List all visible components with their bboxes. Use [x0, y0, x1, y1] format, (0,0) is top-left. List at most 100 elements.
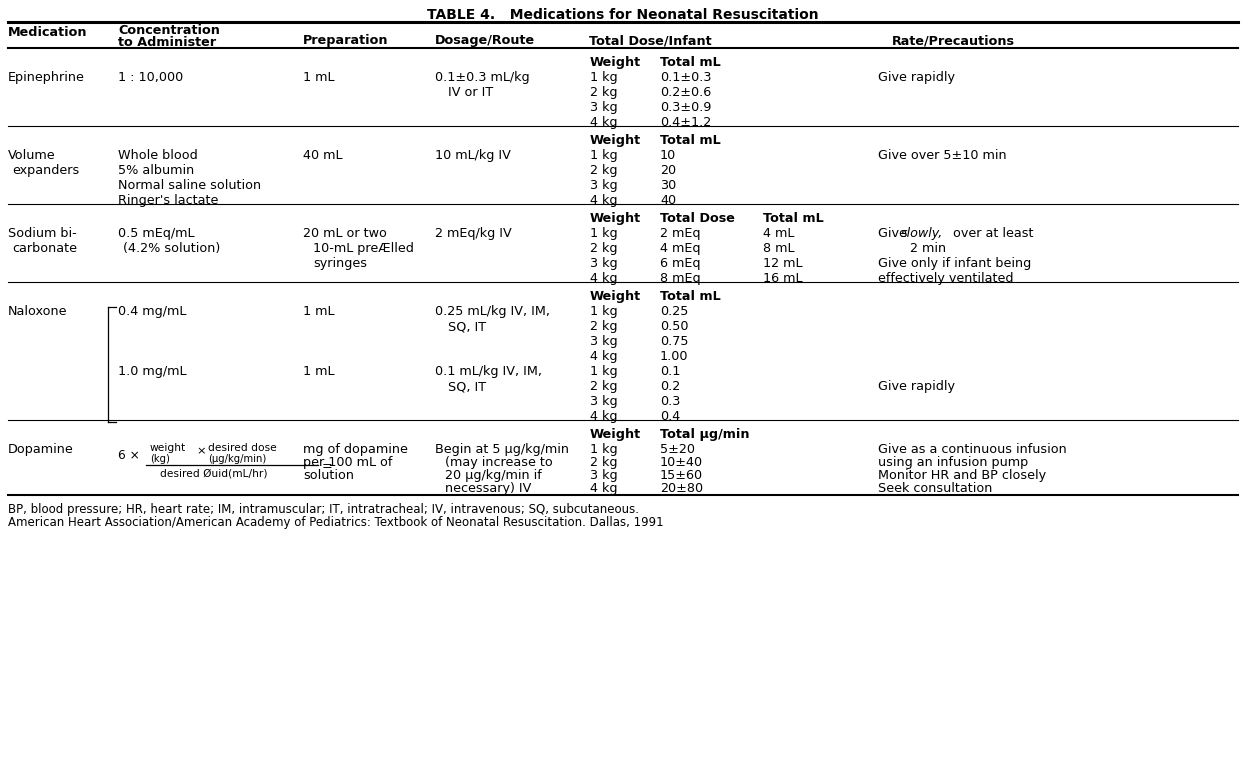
Text: 40 mL: 40 mL — [303, 149, 343, 162]
Text: 0.2: 0.2 — [660, 380, 680, 393]
Text: Total mL: Total mL — [763, 212, 824, 225]
Text: =: = — [321, 460, 333, 473]
Text: carbonate: carbonate — [12, 242, 77, 255]
Text: 0.75: 0.75 — [660, 335, 689, 348]
Text: Naloxone: Naloxone — [7, 305, 67, 318]
Text: 4 kg: 4 kg — [591, 194, 618, 207]
Text: Weight: Weight — [591, 212, 642, 225]
Text: 3 kg: 3 kg — [591, 101, 618, 114]
Text: solution: solution — [303, 469, 354, 482]
Text: Total mL: Total mL — [660, 56, 720, 69]
Text: 16 mL: 16 mL — [763, 272, 802, 285]
Text: 0.1: 0.1 — [660, 365, 680, 378]
Text: mg of dopamine: mg of dopamine — [303, 443, 407, 456]
Text: 1.0 mg/mL: 1.0 mg/mL — [118, 365, 187, 378]
Text: 40: 40 — [660, 194, 677, 207]
Text: 0.4 mg/mL: 0.4 mg/mL — [118, 305, 187, 318]
Text: expanders: expanders — [12, 164, 80, 177]
Text: 0.5 mEq/mL: 0.5 mEq/mL — [118, 227, 194, 240]
Text: 0.1±0.3 mL/kg: 0.1±0.3 mL/kg — [435, 71, 530, 84]
Text: Give: Give — [878, 227, 911, 240]
Text: 4 kg: 4 kg — [591, 350, 618, 363]
Text: Epinephrine: Epinephrine — [7, 71, 85, 84]
Text: 3 kg: 3 kg — [591, 469, 618, 482]
Text: Dopamine: Dopamine — [7, 443, 74, 456]
Text: Total Dose: Total Dose — [660, 212, 735, 225]
Text: 3 kg: 3 kg — [591, 395, 618, 408]
Text: 20: 20 — [660, 164, 677, 177]
Text: BP, blood pressure; HR, heart rate; IM, intramuscular; IT, intratracheal; IV, in: BP, blood pressure; HR, heart rate; IM, … — [7, 503, 639, 516]
Text: weight: weight — [150, 443, 186, 453]
Text: 0.25: 0.25 — [660, 305, 688, 318]
Text: 8 mL: 8 mL — [763, 242, 795, 255]
Text: 4 mL: 4 mL — [763, 227, 795, 240]
Text: (kg): (kg) — [150, 454, 169, 464]
Text: American Heart Association/American Academy of Pediatrics: Textbook of Neonatal : American Heart Association/American Acad… — [7, 516, 664, 529]
Text: Give rapidly: Give rapidly — [878, 71, 954, 84]
Text: 0.4±1.2: 0.4±1.2 — [660, 116, 711, 129]
Text: effectively ventilated: effectively ventilated — [878, 272, 1013, 285]
Text: IV or IT: IV or IT — [449, 86, 493, 99]
Text: 1.00: 1.00 — [660, 350, 689, 363]
Text: Normal saline solution: Normal saline solution — [118, 179, 262, 192]
Text: 8 mEq: 8 mEq — [660, 272, 700, 285]
Text: 10 mL/kg IV: 10 mL/kg IV — [435, 149, 511, 162]
Text: 4 kg: 4 kg — [591, 482, 618, 495]
Text: 10: 10 — [660, 149, 677, 162]
Text: Total Dose/Infant: Total Dose/Infant — [588, 34, 711, 47]
Text: 6 mEq: 6 mEq — [660, 257, 700, 270]
Text: Rate/Precautions: Rate/Precautions — [891, 34, 1014, 47]
Text: (μg/kg/min): (μg/kg/min) — [208, 454, 267, 464]
Text: 3 kg: 3 kg — [591, 179, 618, 192]
Text: Give over 5±10 min: Give over 5±10 min — [878, 149, 1007, 162]
Text: 2 kg: 2 kg — [591, 320, 618, 333]
Text: Begin at 5 μg/kg/min: Begin at 5 μg/kg/min — [435, 443, 569, 456]
Text: ×: × — [196, 446, 206, 456]
Text: Whole blood: Whole blood — [118, 149, 198, 162]
Text: using an infusion pump: using an infusion pump — [878, 456, 1028, 469]
Text: SQ, IT: SQ, IT — [449, 320, 486, 333]
Text: 2 kg: 2 kg — [591, 380, 618, 393]
Text: Weight: Weight — [591, 290, 642, 303]
Text: 2 min: 2 min — [910, 242, 946, 255]
Text: 4 kg: 4 kg — [591, 272, 618, 285]
Text: 1 mL: 1 mL — [303, 305, 334, 318]
Text: 0.3±0.9: 0.3±0.9 — [660, 101, 711, 114]
Text: over at least: over at least — [949, 227, 1033, 240]
Text: 1 kg: 1 kg — [591, 227, 618, 240]
Text: 0.4: 0.4 — [660, 410, 680, 423]
Text: TABLE 4.   Medications for Neonatal Resuscitation: TABLE 4. Medications for Neonatal Resusc… — [427, 8, 819, 22]
Text: 1 kg: 1 kg — [591, 71, 618, 84]
Text: 20 μg/kg/min if: 20 μg/kg/min if — [445, 469, 542, 482]
Text: per 100 mL of: per 100 mL of — [303, 456, 392, 469]
Text: Seek consultation: Seek consultation — [878, 482, 992, 495]
Text: to Administer: to Administer — [118, 36, 216, 49]
Text: Preparation: Preparation — [303, 34, 389, 47]
Text: 3 kg: 3 kg — [591, 257, 618, 270]
Text: Total mL: Total mL — [660, 290, 720, 303]
Text: 4 mEq: 4 mEq — [660, 242, 700, 255]
Text: Give rapidly: Give rapidly — [878, 380, 954, 393]
Text: 10±40: 10±40 — [660, 456, 703, 469]
Text: Monitor HR and BP closely: Monitor HR and BP closely — [878, 469, 1047, 482]
Text: Sodium bi-: Sodium bi- — [7, 227, 77, 240]
Text: 1 kg: 1 kg — [591, 365, 618, 378]
Text: (may increase to: (may increase to — [445, 456, 553, 469]
Text: 15±60: 15±60 — [660, 469, 703, 482]
Text: 5±20: 5±20 — [660, 443, 695, 456]
Text: desired Øuid(mL/hr): desired Øuid(mL/hr) — [159, 468, 268, 478]
Text: Give as a continuous infusion: Give as a continuous infusion — [878, 443, 1067, 456]
Text: desired dose: desired dose — [208, 443, 277, 453]
Text: Medication: Medication — [7, 26, 87, 39]
Text: 2 mEq: 2 mEq — [660, 227, 700, 240]
Text: 3 kg: 3 kg — [591, 335, 618, 348]
Text: (4.2% solution): (4.2% solution) — [123, 242, 221, 255]
Text: Total μg/min: Total μg/min — [660, 428, 750, 441]
Text: slowly,: slowly, — [901, 227, 943, 240]
Text: Concentration: Concentration — [118, 24, 219, 37]
Text: syringes: syringes — [313, 257, 368, 270]
Text: 2 kg: 2 kg — [591, 456, 618, 469]
Text: 5% albumin: 5% albumin — [118, 164, 194, 177]
Text: Total mL: Total mL — [660, 134, 720, 147]
Text: 30: 30 — [660, 179, 677, 192]
